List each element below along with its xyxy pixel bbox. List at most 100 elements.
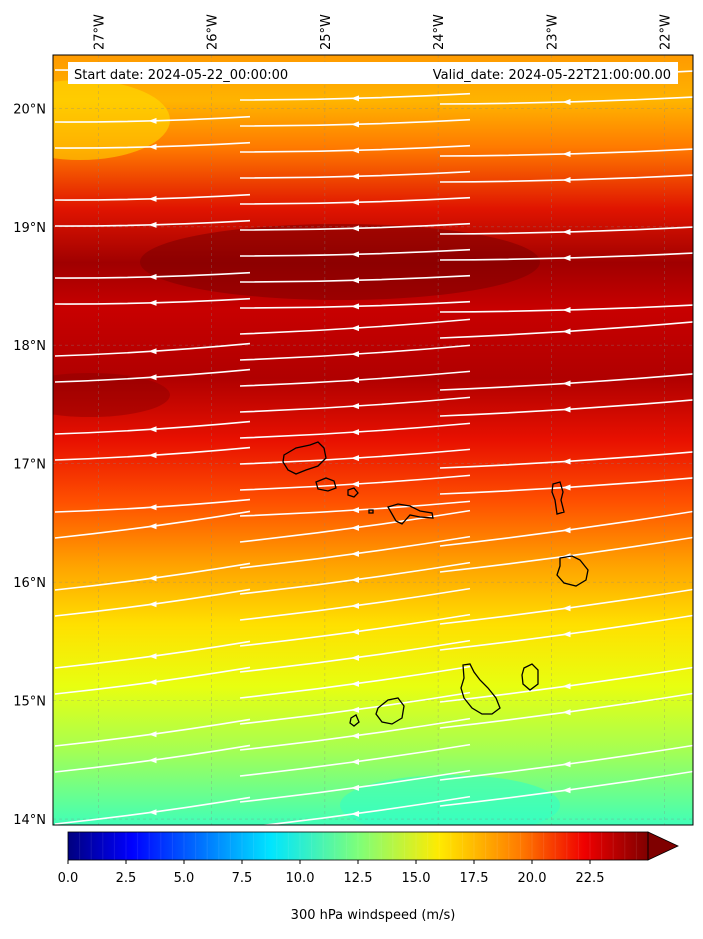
- lat-label: 14°N: [13, 813, 46, 828]
- island-sao-nicolau: [387, 503, 434, 525]
- island-boa-vista: [556, 555, 589, 587]
- island-sao-vicente: [315, 477, 337, 492]
- coastlines: [282, 441, 589, 727]
- island-brava: [349, 714, 360, 727]
- colorbar-segments: [79, 832, 637, 860]
- streamline-arrow: [351, 732, 359, 739]
- streamline-arrow: [562, 484, 571, 491]
- streamline-arrow: [351, 403, 359, 410]
- streamline-arrow: [351, 121, 359, 128]
- streamline-arrow: [562, 458, 571, 465]
- streamline-arrow: [148, 523, 157, 530]
- streamline-arrow: [351, 455, 359, 462]
- streamline-arrow: [351, 377, 359, 384]
- date-box: [68, 62, 678, 84]
- lon-label: 22°W: [659, 14, 674, 50]
- colorbar-extend-triangle: [647, 831, 679, 861]
- colorbar-tick-label: 22.5: [576, 871, 605, 886]
- island-sal: [551, 481, 565, 515]
- streamline-arrow: [562, 229, 571, 236]
- streamline-arrow: [148, 731, 157, 738]
- streamline-arrow: [148, 221, 157, 228]
- streamline-arrow: [351, 173, 359, 180]
- streamline-arrow: [351, 429, 359, 436]
- start-date-text: Start date: 2024-05-22_00:00:00: [74, 68, 288, 83]
- island-maio: [521, 663, 539, 691]
- streamline-arrow: [562, 709, 571, 716]
- island-santa-luzia: [347, 487, 359, 498]
- streamline-arrow: [351, 225, 359, 232]
- lat-label: 15°N: [13, 695, 46, 710]
- streamline-arrow: [562, 683, 571, 690]
- streamline-arrow: [562, 255, 571, 262]
- windspeed-field: [53, 55, 693, 825]
- colorbar-tick-label: 15.0: [402, 871, 431, 886]
- streamline-arrow: [351, 576, 359, 583]
- colorbar-gradient: [68, 832, 648, 860]
- streamline-arrow: [562, 328, 571, 335]
- streamline-arrow: [562, 787, 571, 794]
- map-frame: [52, 54, 694, 826]
- streamline-arrow: [351, 147, 359, 154]
- streamline-arrow: [562, 307, 571, 314]
- island-santiago: [460, 663, 501, 715]
- streamline-arrow: [351, 654, 359, 661]
- colorbar-ticks: 0.0 2.5 5.0 7.5 10.0 12.5 15.0 17.5 20.0 22.5: [58, 860, 605, 886]
- lat-label: 17°N: [13, 458, 46, 473]
- streamline-arrow: [351, 507, 359, 514]
- streamline-arrow: [148, 504, 157, 511]
- streamline-arrow: [351, 277, 359, 284]
- streamline-arrow: [148, 679, 157, 686]
- lat-label: 19°N: [13, 221, 46, 236]
- island-islet: [368, 509, 374, 514]
- streamline-arrow: [351, 524, 359, 531]
- streamline-arrow: [148, 601, 157, 608]
- lat-label: 20°N: [13, 102, 46, 117]
- streamline-arrow: [148, 757, 157, 764]
- streamline-arrow: [562, 406, 571, 413]
- colorbar-tick-label: 12.5: [344, 871, 373, 886]
- streamline-arrow: [562, 761, 571, 768]
- streamline-arrow: [562, 380, 571, 387]
- streamline-arrow: [351, 680, 359, 687]
- colorbar-tick-label: 5.0: [174, 871, 195, 886]
- streamline-arrow: [148, 374, 157, 381]
- streamline-arrow: [351, 628, 359, 635]
- streamline-arrow: [148, 117, 157, 124]
- lon-label: 26°W: [206, 14, 221, 50]
- colorbar-tick-label: 10.0: [286, 871, 315, 886]
- longitude-labels: 27°W 26°W 25°W 24°W 23°W 22°W: [92, 14, 673, 50]
- jet-core-west: [53, 373, 170, 417]
- lon-label: 23°W: [545, 14, 560, 50]
- streamline-arrow: [351, 602, 359, 609]
- streamline-arrow: [562, 99, 571, 106]
- island-fogo: [375, 697, 405, 725]
- lat-label: 16°N: [13, 576, 46, 591]
- streamline-arrow: [351, 251, 359, 258]
- colorbar-tick-label: 0.0: [58, 871, 79, 886]
- streamline-arrow: [562, 553, 571, 560]
- streamline-arrow: [351, 303, 359, 310]
- lon-label: 25°W: [319, 14, 334, 50]
- streamline-arrow: [562, 527, 571, 534]
- streamline-arrow: [351, 481, 359, 488]
- streamline-arrow: [148, 273, 157, 280]
- jet-core: [140, 224, 540, 300]
- colorbar: 0.0 2.5 5.0 7.5 10.0 12.5 15.0 17.5 20.0 22.5 300…: [58, 831, 679, 923]
- streamline-arrow: [351, 351, 359, 358]
- lon-label: 24°W: [432, 14, 447, 50]
- streamline-arrow: [148, 426, 157, 433]
- streamline-arrow: [148, 143, 157, 150]
- lon-label: 27°W: [92, 14, 107, 50]
- colorbar-tick-label: 7.5: [232, 871, 253, 886]
- streamline-arrow: [351, 325, 359, 332]
- streamline-arrow: [351, 706, 359, 713]
- streamline-arrow: [148, 575, 157, 582]
- streamline-arrow: [148, 348, 157, 355]
- streamline-arrow: [351, 95, 359, 102]
- streamline-arrow: [148, 299, 157, 306]
- streamline-arrow: [562, 631, 571, 638]
- graticule: [53, 55, 693, 825]
- colorbar-label: 300 hPa windspeed (m/s): [291, 908, 456, 923]
- streamline-arrow: [562, 151, 571, 158]
